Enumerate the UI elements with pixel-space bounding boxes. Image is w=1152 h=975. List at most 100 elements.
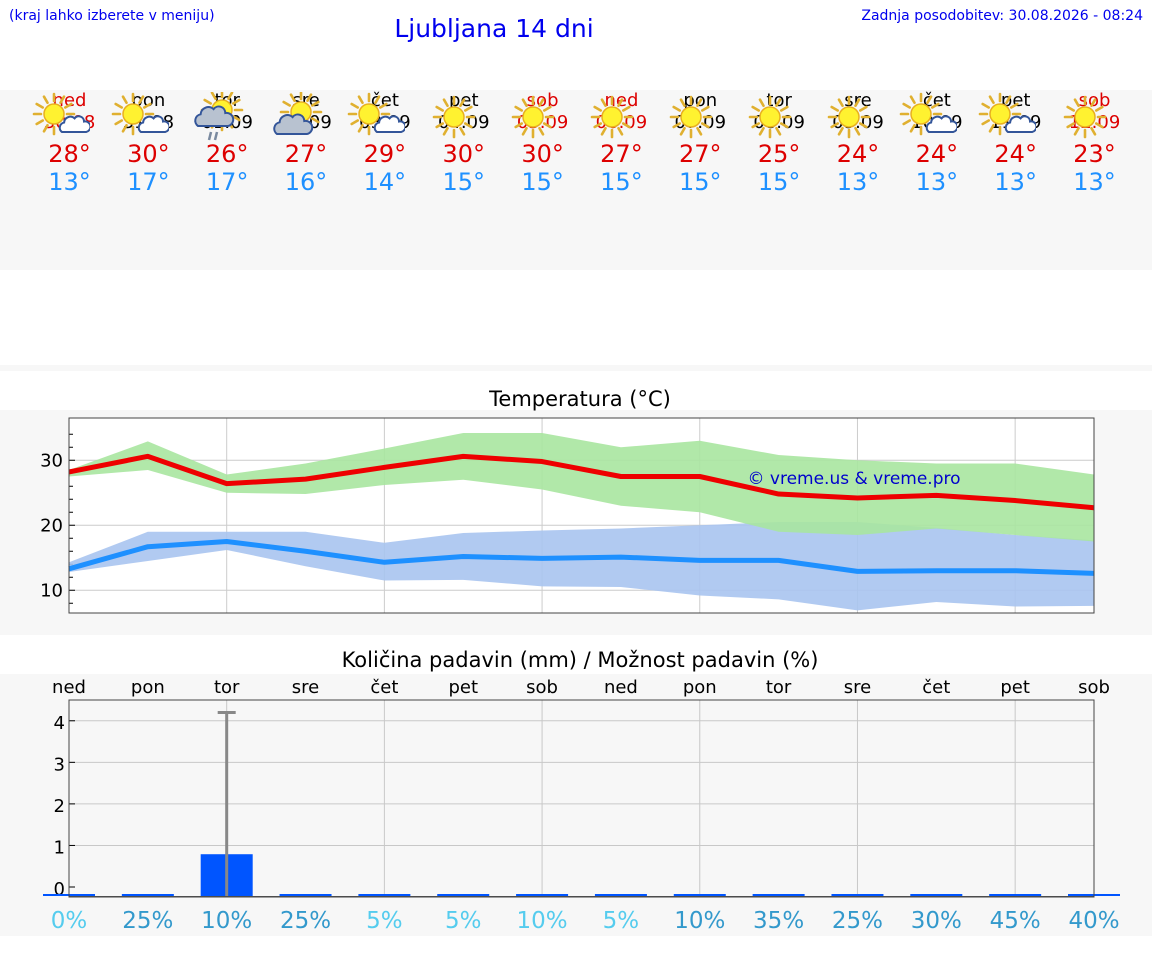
precip-probability: 5%	[366, 908, 403, 934]
sun-ray	[751, 122, 760, 129]
sun-ray	[751, 105, 760, 112]
sun-disc	[680, 106, 702, 128]
sun-ray	[910, 95, 917, 105]
last-updated: Zadnja posodobitev: 30.08.2026 - 08:24	[861, 8, 1143, 24]
sun-shape	[348, 92, 391, 136]
day-name: ned	[52, 90, 87, 111]
sun-ray	[310, 117, 320, 124]
rain-drop	[213, 131, 218, 141]
day-forecast: ned30.0828°13°	[30, 90, 109, 196]
sun-ray	[350, 102, 360, 109]
min-temperature-line	[68, 539, 1095, 576]
sun-ray	[617, 126, 624, 136]
sun-ray	[593, 122, 602, 129]
cloud-shape	[272, 113, 313, 135]
temperature-plot-frame	[68, 417, 1095, 614]
sun-ray	[35, 119, 45, 126]
sun-ray	[988, 95, 995, 105]
sun-disc	[522, 106, 544, 128]
sun-ray	[350, 119, 360, 126]
max-temperature-line	[68, 453, 1095, 511]
sun-ray	[35, 102, 45, 109]
max-temperature: 30°	[521, 140, 564, 168]
sun-disc	[1074, 106, 1096, 128]
precip-bar	[279, 894, 332, 896]
sun-ray	[379, 102, 389, 109]
precip-probability: 40%	[1068, 908, 1119, 934]
sun-ray	[779, 122, 789, 129]
precip-probability: 5%	[445, 908, 482, 934]
max-temperature: 24°	[994, 140, 1037, 168]
x-tick-label: sre	[844, 677, 871, 698]
page-title: Ljubljana 14 dni	[394, 14, 594, 43]
max-temperature: 24°	[915, 140, 959, 168]
sun-ray	[853, 98, 860, 108]
max-temperature: 25°	[757, 140, 801, 168]
sun-ray	[203, 98, 212, 105]
day-forecast: čet03.0929°14°	[345, 90, 424, 196]
sun-ray	[63, 102, 73, 109]
cloud-outline	[926, 115, 958, 133]
sun-ray	[138, 95, 145, 105]
sun-ray	[621, 122, 631, 129]
sun-ray	[758, 126, 765, 136]
precip-bar	[121, 894, 174, 896]
sun-ray	[442, 126, 450, 136]
sun-disc	[910, 103, 933, 125]
sun-ray	[1073, 126, 1080, 136]
temperature-chart-title: Temperatura (°C)	[489, 387, 671, 411]
precip-bar	[752, 894, 805, 896]
sun-shape	[1063, 95, 1107, 139]
sun-ray	[1066, 122, 1076, 129]
y-tick-label: 1	[54, 837, 65, 858]
sun-icon	[748, 95, 791, 139]
sun-cloud-icon	[32, 92, 90, 136]
precip-bar	[989, 894, 1042, 896]
sun-ray	[435, 122, 445, 129]
sun-ray	[121, 123, 128, 133]
sun-ray	[114, 119, 123, 126]
sun-icon	[1063, 95, 1107, 139]
sun-ray	[281, 100, 291, 107]
sun-ray	[114, 102, 123, 109]
max-temperature: 26°	[205, 140, 249, 168]
precip-bar	[831, 894, 884, 896]
sun-ray	[837, 98, 844, 108]
max-temperature: 30°	[127, 140, 170, 168]
sun-disc	[43, 103, 65, 125]
sun-ray	[464, 105, 473, 112]
cloud-sun-icon	[272, 92, 322, 135]
sun-ray	[700, 105, 710, 112]
sun-ray	[1095, 122, 1104, 129]
min-temperature: 15°	[679, 168, 722, 196]
min-temperature-band	[69, 522, 1094, 611]
sun-ray	[981, 102, 991, 109]
precip-bar	[437, 894, 490, 896]
min-temperature: 17°	[127, 168, 170, 196]
sun-shape	[669, 95, 713, 139]
sun-shape	[827, 95, 870, 139]
sun-cloud-icon	[978, 92, 1037, 136]
precip-bar	[358, 894, 411, 896]
sun-ray	[858, 105, 868, 112]
sun-ray	[358, 123, 365, 133]
x-tick-label: sob	[526, 677, 558, 698]
sun-shape	[748, 95, 791, 139]
forecast-strip-background	[0, 90, 1152, 270]
precip-bar	[910, 894, 963, 896]
sun-ray	[210, 92, 217, 101]
sun-ray	[543, 105, 552, 112]
y-tick-label: 30	[40, 450, 63, 471]
min-temperature: 13°	[836, 168, 880, 196]
sun-ray	[829, 122, 839, 129]
sun-ray	[305, 93, 312, 103]
sun-ray	[988, 123, 995, 133]
cloud-outline	[1004, 115, 1037, 133]
max-temperature: 27°	[679, 140, 722, 168]
sun-icon	[669, 95, 713, 139]
